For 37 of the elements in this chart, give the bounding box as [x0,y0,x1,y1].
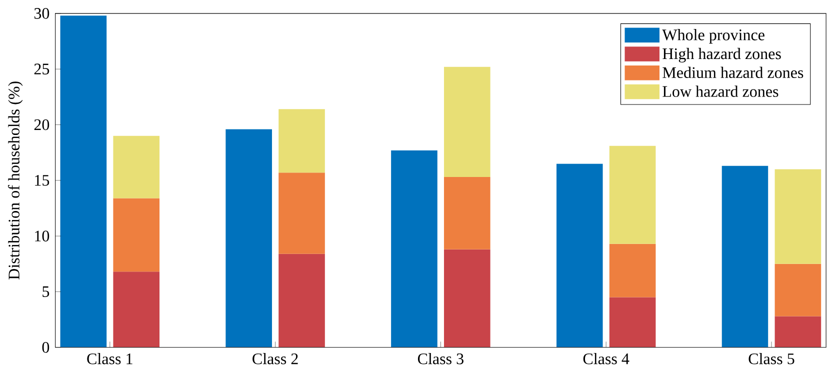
bar [444,176,490,250]
bar [113,136,160,198]
x-tick-label: Class 2 [252,352,298,364]
bar [391,150,438,348]
bar [444,249,490,348]
bar [722,166,768,348]
bar [226,129,272,348]
legend-label: Medium hazard zones [662,66,804,78]
x-tick-label: Class 5 [748,352,794,364]
bar [774,264,822,316]
bar [278,254,325,348]
y-tick-label: 30 [34,8,50,19]
bar [60,16,107,348]
y-tick-label: 5 [42,286,50,297]
bar [774,316,822,348]
legend-label: Low hazard zones [662,86,778,97]
legend-label: High hazard zones [662,48,781,62]
bar [609,244,656,298]
x-tick-label: Class 4 [583,352,630,364]
bar [609,297,656,348]
y-tick-label: 20 [34,119,50,130]
bar [556,164,603,348]
legend-label: Whole province [662,28,764,44]
bar [278,109,325,172]
bar [774,169,822,264]
bar [444,66,490,177]
y-tick-label: 10 [35,230,50,242]
x-tick-label: Class 3 [418,352,464,364]
x-tick-label: Class 1 [87,352,132,364]
bar [113,272,160,348]
bar [113,198,160,272]
bar [609,146,656,244]
bar [278,172,325,254]
y-tick-label: 15 [35,174,50,186]
y-tick-label: 0 [42,342,50,353]
y-axis-title: Distribution of households (%) [8,81,23,280]
y-tick-label: 25 [34,64,50,74]
